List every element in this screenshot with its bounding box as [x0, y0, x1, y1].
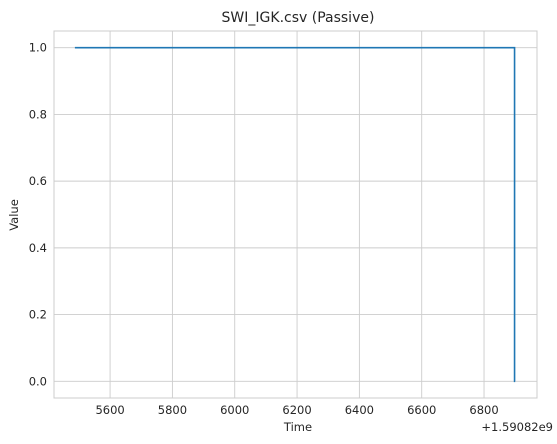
x-tick-label: 6400	[345, 403, 374, 417]
y-tick-label: 1.0	[29, 41, 47, 55]
y-tick-label: 0.6	[29, 174, 47, 188]
y-tick-label: 0.8	[29, 107, 47, 121]
y-tick-labels: 0.0 0.2 0.4 0.6 0.8 1.0	[29, 41, 47, 389]
x-tick-label: 5600	[95, 403, 124, 417]
x-tick-label: 6200	[282, 403, 311, 417]
x-tick-label: 6000	[220, 403, 249, 417]
y-tick-label: 0.4	[29, 241, 47, 255]
x-axis-label: Time	[283, 420, 312, 434]
y-tick-label: 0.2	[29, 308, 47, 322]
axes-frame	[53, 30, 538, 399]
x-tick-label: 6800	[469, 403, 498, 417]
x-tick-labels: 5600 5800 6000 6200 6400 6600 6800	[95, 403, 498, 417]
series-layer	[74, 46, 516, 383]
chart-title: SWI_IGK.csv (Passive)	[222, 10, 375, 26]
x-offset-label: +1.59082e9	[481, 420, 553, 434]
y-axis-label: Value	[7, 199, 21, 231]
y-tick-label: 0.0	[29, 374, 47, 388]
x-tick-label: 5800	[158, 403, 187, 417]
x-tick-label: 6600	[407, 403, 436, 417]
series-line	[74, 46, 516, 383]
